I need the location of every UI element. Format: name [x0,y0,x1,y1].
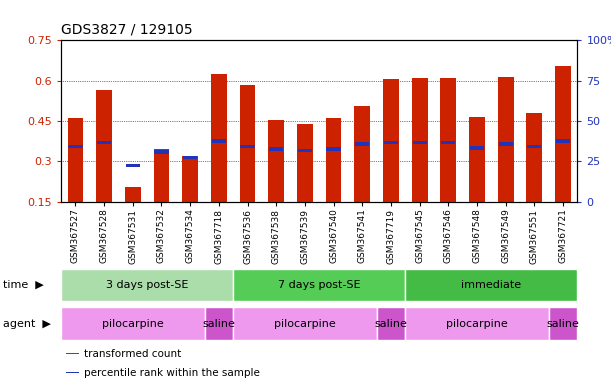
Text: pilocarpine: pilocarpine [274,318,336,329]
Text: saline: saline [202,318,235,329]
Bar [66,372,79,373]
Bar [499,142,513,146]
Bar [240,85,255,202]
Bar [268,120,284,202]
Bar [412,78,428,202]
Text: GDS3827 / 129105: GDS3827 / 129105 [61,23,192,36]
Bar [412,141,426,144]
Bar [354,106,370,202]
Bar [470,146,484,150]
Text: immediate: immediate [461,280,521,290]
Bar [61,307,205,340]
Text: 3 days post-SE: 3 days post-SE [106,280,188,290]
Bar [298,149,312,152]
Bar [405,269,577,301]
Bar [555,66,571,202]
Text: transformed count: transformed count [84,349,181,359]
Bar [153,149,169,202]
Bar [549,307,577,340]
Text: 7 days post-SE: 7 days post-SE [278,280,360,290]
Bar [212,139,226,143]
Bar [326,147,341,151]
Bar [527,113,542,202]
Bar [355,142,370,146]
Bar [97,141,111,144]
Bar [155,150,169,154]
Bar [326,118,342,202]
Text: pilocarpine: pilocarpine [102,318,164,329]
Bar [183,156,197,159]
Bar [241,145,255,148]
Bar [68,118,83,202]
Bar [233,269,405,301]
Bar [211,74,227,202]
Bar [441,78,456,202]
Bar [498,77,514,202]
Bar [61,269,233,301]
Bar [125,187,141,202]
Bar [376,307,405,340]
Bar [297,124,313,202]
Bar [97,90,112,202]
Bar [66,353,79,354]
Text: saline: saline [375,318,408,329]
Text: saline: saline [547,318,579,329]
Bar [233,307,376,340]
Bar [126,164,140,167]
Bar [405,307,549,340]
Text: time  ▶: time ▶ [3,280,44,290]
Bar [68,145,82,148]
Bar [469,117,485,202]
Bar [182,156,198,202]
Text: agent  ▶: agent ▶ [3,318,51,329]
Bar [527,145,541,148]
Bar [556,139,570,143]
Bar [441,141,455,144]
Text: pilocarpine: pilocarpine [446,318,508,329]
Bar [383,79,399,202]
Bar [384,141,398,144]
Bar [269,147,284,151]
Bar [205,307,233,340]
Text: percentile rank within the sample: percentile rank within the sample [84,367,260,377]
